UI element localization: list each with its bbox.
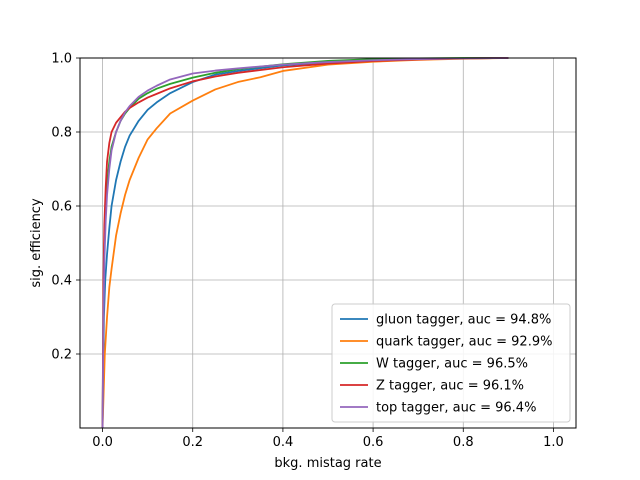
y-tick-label: 0.2 (51, 348, 72, 363)
y-tick-label: 0.4 (51, 274, 72, 289)
x-tick-label: 0.4 (273, 435, 294, 450)
legend-label: W tagger, auc = 96.5% (376, 357, 528, 372)
x-tick-label: 0.6 (363, 435, 384, 450)
y-tick-label: 0.8 (51, 126, 72, 141)
y-tick-label: 1.0 (51, 52, 72, 67)
plot-frame (79, 57, 577, 429)
x-tick-label: 0.8 (453, 435, 474, 450)
series-lines (101, 57, 509, 429)
x-axis-label: bkg. mistag rate (274, 456, 381, 471)
legend-label: top tagger, auc = 96.4% (376, 401, 536, 416)
y-axis-label: sig. efficiency (29, 198, 44, 288)
x-tick-label: 1.0 (543, 435, 564, 450)
y-tick-label: 0.6 (51, 200, 72, 215)
legend-box (331, 303, 571, 423)
series-line-4 (101, 57, 509, 429)
legend-label: quark tagger, auc = 92.9% (376, 335, 552, 350)
series-line-1 (101, 57, 509, 429)
legend-label: Z tagger, auc = 96.1% (376, 379, 524, 394)
x-tick-label: 0.2 (182, 435, 203, 450)
legend-label: gluon tagger, auc = 94.8% (376, 313, 551, 328)
x-tick-label: 0.0 (92, 435, 113, 450)
axis-ticks: 0.0 0.2 0.4 0.6 0.8 1.0 0.2 0.4 0.6 0.8 1.0 (51, 52, 563, 451)
legend: gluon tagger, auc = 94.8% quark tagger, a… (331, 303, 571, 423)
series-line-3 (101, 57, 509, 429)
